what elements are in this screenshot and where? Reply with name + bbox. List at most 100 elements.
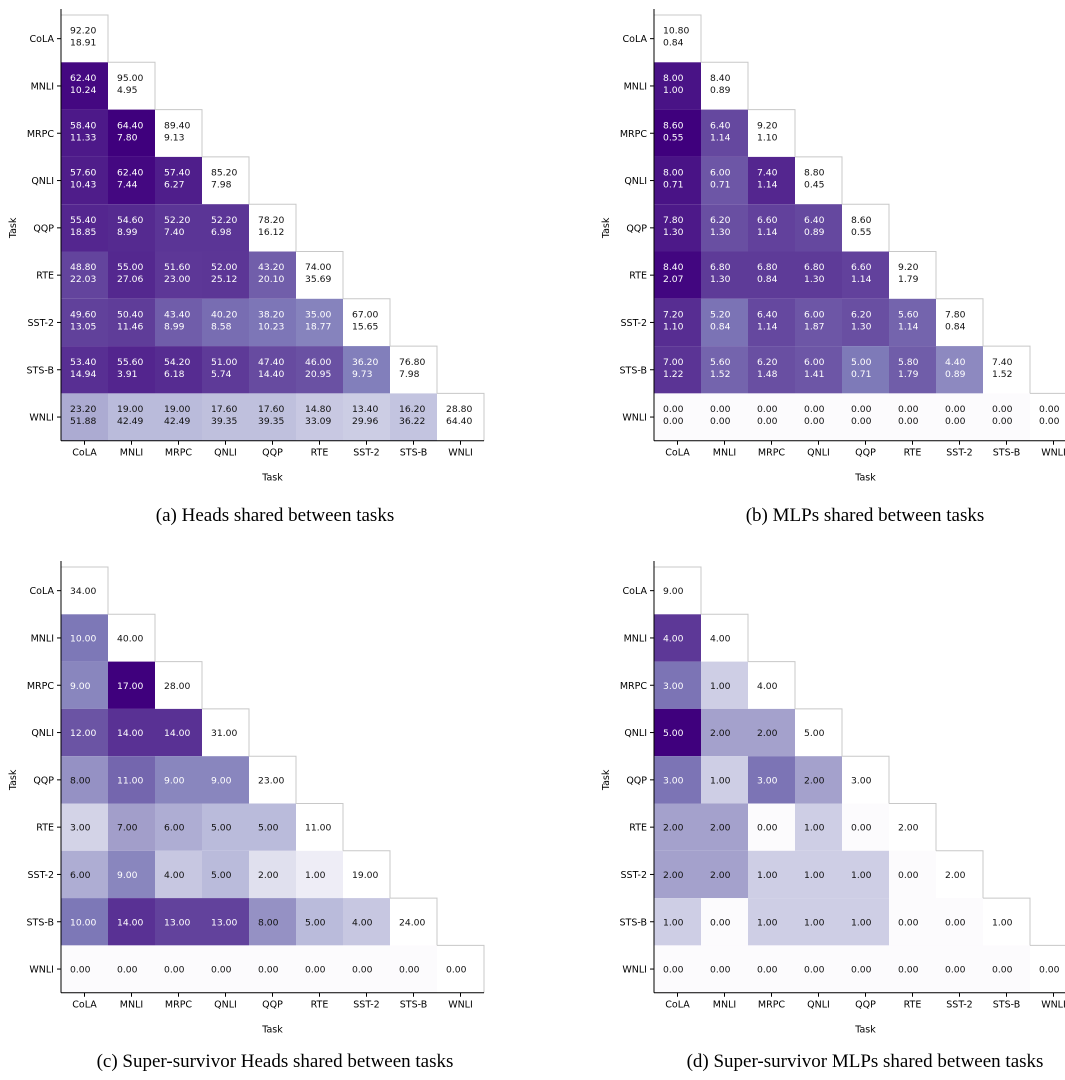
- cell-value-label: 1.79: [898, 369, 919, 380]
- heatmap-cell: [983, 945, 1030, 993]
- cell-value-label: 57.60: [70, 168, 96, 179]
- y-tick-label: QNLI: [31, 176, 54, 187]
- heatmap-cell: [155, 251, 202, 299]
- y-tick-label: MRPC: [27, 681, 55, 692]
- cell-value-label: 25.12: [211, 274, 237, 285]
- heatmap-cell: [108, 109, 155, 157]
- heatmap-cell: [61, 898, 108, 946]
- heatmap-cell: [155, 393, 202, 441]
- x-tick-label: WNLI: [1041, 1000, 1065, 1011]
- x-tick-label: STS-B: [993, 1000, 1020, 1011]
- cell-value-label: 12.00: [70, 728, 96, 739]
- x-axis-title: Task: [261, 1025, 283, 1036]
- cell-value-label: 0.00: [898, 870, 919, 881]
- x-tick-label: CoLA: [665, 448, 690, 459]
- diagonal-border: [701, 61, 749, 110]
- cell-value-label: 1.00: [710, 681, 731, 692]
- x-tick-label: SST-2: [946, 448, 972, 459]
- y-tick-label: RTE: [36, 271, 54, 282]
- cell-value-label: 9.20: [898, 262, 919, 273]
- heatmap-cell: [701, 756, 748, 804]
- cell-value-label: 0.00: [851, 965, 872, 976]
- diagonal-border: [343, 298, 391, 347]
- cell-value-label: 9.00: [117, 870, 138, 881]
- heatmap-cell: [296, 251, 343, 299]
- cell-value-label: 0.00: [446, 965, 467, 976]
- cell-value-label: 2.07: [663, 274, 684, 285]
- cell-value-label: 0.00: [305, 965, 326, 976]
- cell-value-label: 1.52: [992, 369, 1012, 380]
- cell-value-label: 1.87: [804, 321, 825, 332]
- cell-value-label: 0.00: [804, 404, 825, 415]
- cell-value-label: 20.10: [258, 274, 284, 285]
- cell-value-label: 2.00: [710, 870, 731, 881]
- diagonal-border: [249, 203, 297, 252]
- cell-value-label: 7.40: [992, 357, 1013, 368]
- cell-value-label: 13.00: [164, 917, 190, 928]
- heatmap-cell: [61, 62, 108, 110]
- heatmap-cell: [390, 393, 437, 441]
- cell-value-label: 33.09: [305, 416, 331, 427]
- cell-value-label: 1.00: [851, 870, 872, 881]
- cell-value-label: 3.00: [663, 775, 684, 786]
- cell-value-label: 1.41: [804, 369, 824, 380]
- cell-value-label: 0.00: [804, 965, 825, 976]
- heatmap-cell: [61, 661, 108, 709]
- y-axis-title: Task: [8, 769, 19, 791]
- cell-value-label: 10.80: [663, 26, 689, 37]
- cell-value-label: 10.00: [70, 917, 96, 928]
- diagonal-border: [842, 755, 890, 804]
- diagonal-border: [390, 897, 438, 946]
- cell-value-label: 39.35: [258, 416, 284, 427]
- x-axis-title: Task: [854, 1025, 876, 1036]
- cell-value-label: 85.20: [211, 168, 237, 179]
- heatmap-cell: [748, 898, 795, 946]
- diagonal-border: [108, 61, 156, 110]
- cell-value-label: 55.00: [117, 262, 143, 273]
- heatmap-cell: [296, 945, 343, 993]
- cell-value-label: 0.00: [945, 965, 966, 976]
- heatmap-cell: [654, 567, 701, 615]
- heatmap-cell: [936, 945, 983, 993]
- heatmap-cell: [983, 393, 1030, 441]
- cell-value-label: 7.98: [399, 369, 420, 380]
- cell-value-label: 6.20: [851, 309, 872, 320]
- cell-value-label: 36.20: [352, 357, 378, 368]
- cell-value-label: 8.60: [851, 215, 872, 226]
- cell-value-label: 5.00: [663, 728, 684, 739]
- cell-value-label: 51.00: [211, 357, 237, 368]
- heatmap-cell: [343, 850, 390, 899]
- cell-value-label: 0.00: [757, 404, 778, 415]
- cell-value-label: 35.00: [305, 309, 331, 320]
- cell-value-label: 1.00: [757, 870, 778, 881]
- heatmap-cell: [701, 393, 748, 441]
- cell-value-label: 1.14: [710, 132, 731, 143]
- cell-value-label: 1.22: [663, 369, 683, 380]
- heatmap-cell: [842, 393, 889, 441]
- cell-value-label: 6.00: [70, 870, 91, 881]
- cell-value-label: 5.00: [851, 357, 872, 368]
- cell-value-label: 2.00: [804, 775, 825, 786]
- y-tick-label: RTE: [629, 823, 647, 834]
- heatmap-cell: [842, 850, 889, 899]
- cell-value-label: 18.77: [305, 321, 331, 332]
- heatmap-cell: [202, 346, 249, 394]
- cell-value-label: 18.91: [70, 38, 96, 49]
- heatmap-cell: [654, 803, 701, 851]
- heatmap-cell: [390, 346, 437, 394]
- cell-value-label: 10.00: [70, 633, 96, 644]
- cell-value-label: 0.00: [211, 965, 232, 976]
- heatmap-cell: [701, 346, 748, 394]
- y-tick-label: QQP: [626, 775, 647, 786]
- heatmap-cell: [202, 298, 249, 347]
- heatmap-cell: [1030, 945, 1065, 993]
- heatmap-cell: [108, 393, 155, 441]
- heatmap-cell: [249, 945, 296, 993]
- heatmap-cell: [748, 204, 795, 252]
- caption-c: (c) Super-survivor Heads shared between …: [96, 1051, 454, 1072]
- x-tick-label: MNLI: [120, 1000, 143, 1011]
- heatmap-cell: [795, 898, 842, 946]
- cell-value-label: 6.18: [164, 369, 185, 380]
- heatmap-cell: [936, 298, 983, 347]
- heatmap-cell: [701, 62, 748, 110]
